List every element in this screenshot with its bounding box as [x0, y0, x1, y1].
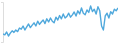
- y-axis-line: [1, 3, 4, 43]
- plot-area: [3, 6, 118, 36]
- y-axis: [1, 3, 4, 43]
- chart: [0, 0, 120, 45]
- series-line: [3, 6, 118, 36]
